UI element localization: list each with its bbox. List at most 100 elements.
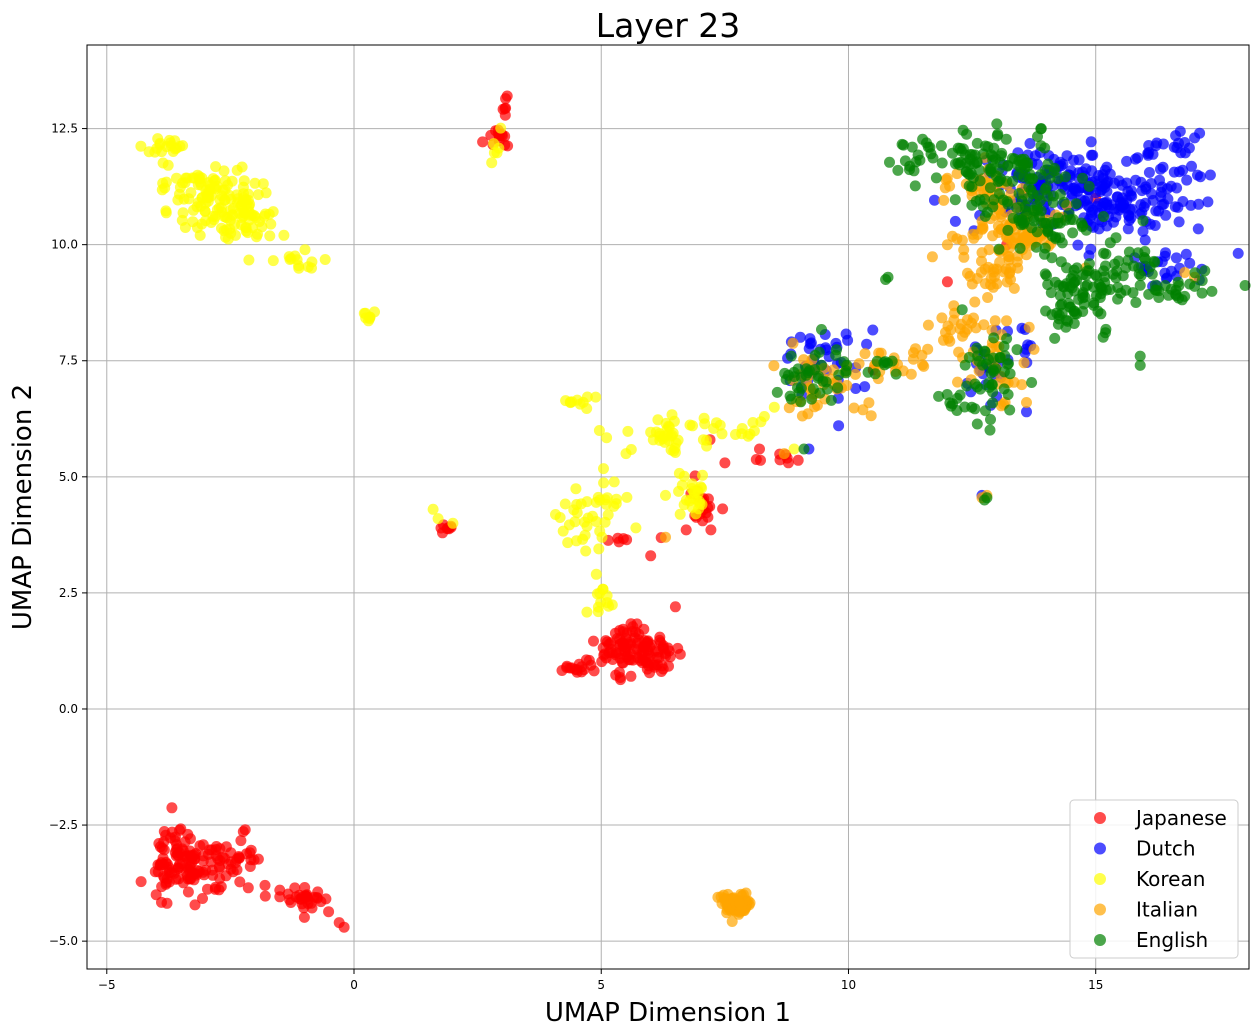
data-point bbox=[1085, 136, 1097, 148]
data-point bbox=[906, 141, 918, 153]
data-point bbox=[218, 225, 230, 237]
data-point bbox=[1135, 270, 1147, 282]
data-point bbox=[1092, 178, 1104, 190]
data-point bbox=[177, 177, 188, 189]
data-point bbox=[1179, 147, 1191, 159]
data-point bbox=[1049, 332, 1061, 344]
data-point bbox=[951, 168, 963, 180]
data-point bbox=[149, 866, 161, 878]
legend-marker bbox=[1094, 873, 1106, 885]
data-point bbox=[963, 351, 975, 363]
data-point bbox=[598, 463, 609, 475]
data-point bbox=[571, 499, 583, 510]
data-point bbox=[719, 457, 731, 469]
data-point bbox=[692, 484, 704, 496]
data-point bbox=[714, 419, 726, 431]
data-point bbox=[621, 491, 633, 503]
data-point bbox=[945, 324, 957, 336]
data-point bbox=[1019, 215, 1031, 227]
data-point bbox=[935, 140, 947, 152]
data-point bbox=[954, 323, 966, 335]
data-point bbox=[994, 157, 1006, 168]
data-point bbox=[983, 377, 995, 389]
data-point bbox=[936, 312, 948, 324]
data-point bbox=[666, 409, 678, 421]
data-point bbox=[239, 824, 251, 836]
legend-box bbox=[1069, 799, 1239, 959]
data-point bbox=[1100, 323, 1112, 335]
data-point bbox=[979, 140, 991, 152]
data-point bbox=[617, 657, 629, 669]
data-point bbox=[1039, 142, 1051, 154]
data-point bbox=[1099, 271, 1111, 283]
data-point bbox=[701, 440, 713, 452]
data-point bbox=[1046, 230, 1058, 242]
data-point bbox=[673, 485, 685, 497]
data-point bbox=[598, 477, 610, 489]
data-point bbox=[1000, 133, 1012, 145]
data-point bbox=[1039, 242, 1051, 254]
data-point bbox=[1139, 234, 1151, 246]
data-point bbox=[788, 371, 800, 383]
data-point bbox=[242, 882, 254, 894]
data-point bbox=[600, 498, 612, 510]
data-point bbox=[554, 512, 566, 523]
legend-marker bbox=[1094, 842, 1106, 855]
data-point bbox=[747, 417, 759, 428]
legend-marker bbox=[1094, 903, 1106, 916]
data-point bbox=[160, 856, 172, 868]
data-point bbox=[665, 444, 677, 456]
data-point bbox=[477, 136, 489, 148]
data-point bbox=[1071, 262, 1083, 274]
data-point bbox=[227, 866, 239, 878]
data-point bbox=[987, 397, 999, 409]
data-point bbox=[754, 443, 765, 455]
data-point bbox=[1130, 174, 1142, 186]
data-point bbox=[1014, 242, 1026, 254]
data-point bbox=[298, 911, 310, 923]
data-point bbox=[787, 337, 799, 349]
data-point bbox=[645, 426, 657, 438]
data-point bbox=[1204, 169, 1216, 181]
data-point bbox=[306, 902, 318, 914]
data-point bbox=[778, 448, 790, 460]
legend-label: Dutch bbox=[1136, 837, 1196, 861]
data-point bbox=[910, 343, 921, 355]
data-point bbox=[1004, 368, 1016, 380]
data-point bbox=[298, 902, 310, 914]
data-point bbox=[1019, 200, 1031, 212]
data-point bbox=[1088, 297, 1100, 309]
data-point bbox=[566, 396, 578, 408]
data-point bbox=[1054, 290, 1066, 302]
data-point bbox=[622, 425, 634, 437]
data-point bbox=[1019, 232, 1031, 244]
data-point bbox=[164, 134, 175, 146]
data-point bbox=[1021, 406, 1032, 418]
data-point bbox=[841, 359, 853, 371]
data-point bbox=[956, 234, 968, 246]
data-point bbox=[1013, 169, 1025, 181]
data-point bbox=[157, 177, 169, 189]
data-point bbox=[278, 229, 290, 241]
data-point bbox=[985, 163, 997, 175]
data-point bbox=[952, 376, 963, 388]
data-point bbox=[644, 650, 656, 662]
data-point bbox=[172, 194, 184, 206]
data-point bbox=[859, 381, 871, 393]
data-point bbox=[320, 893, 332, 905]
data-point bbox=[178, 851, 190, 863]
data-point bbox=[948, 314, 960, 326]
data-point bbox=[333, 917, 345, 929]
data-point bbox=[796, 410, 808, 422]
data-point bbox=[984, 182, 996, 194]
data-point bbox=[983, 244, 995, 256]
legend-marker bbox=[1094, 812, 1106, 824]
data-point bbox=[1083, 258, 1095, 270]
data-point bbox=[1077, 292, 1089, 304]
data-point bbox=[238, 207, 250, 219]
data-point bbox=[853, 358, 865, 370]
data-point bbox=[1041, 270, 1052, 282]
data-point bbox=[744, 428, 756, 440]
